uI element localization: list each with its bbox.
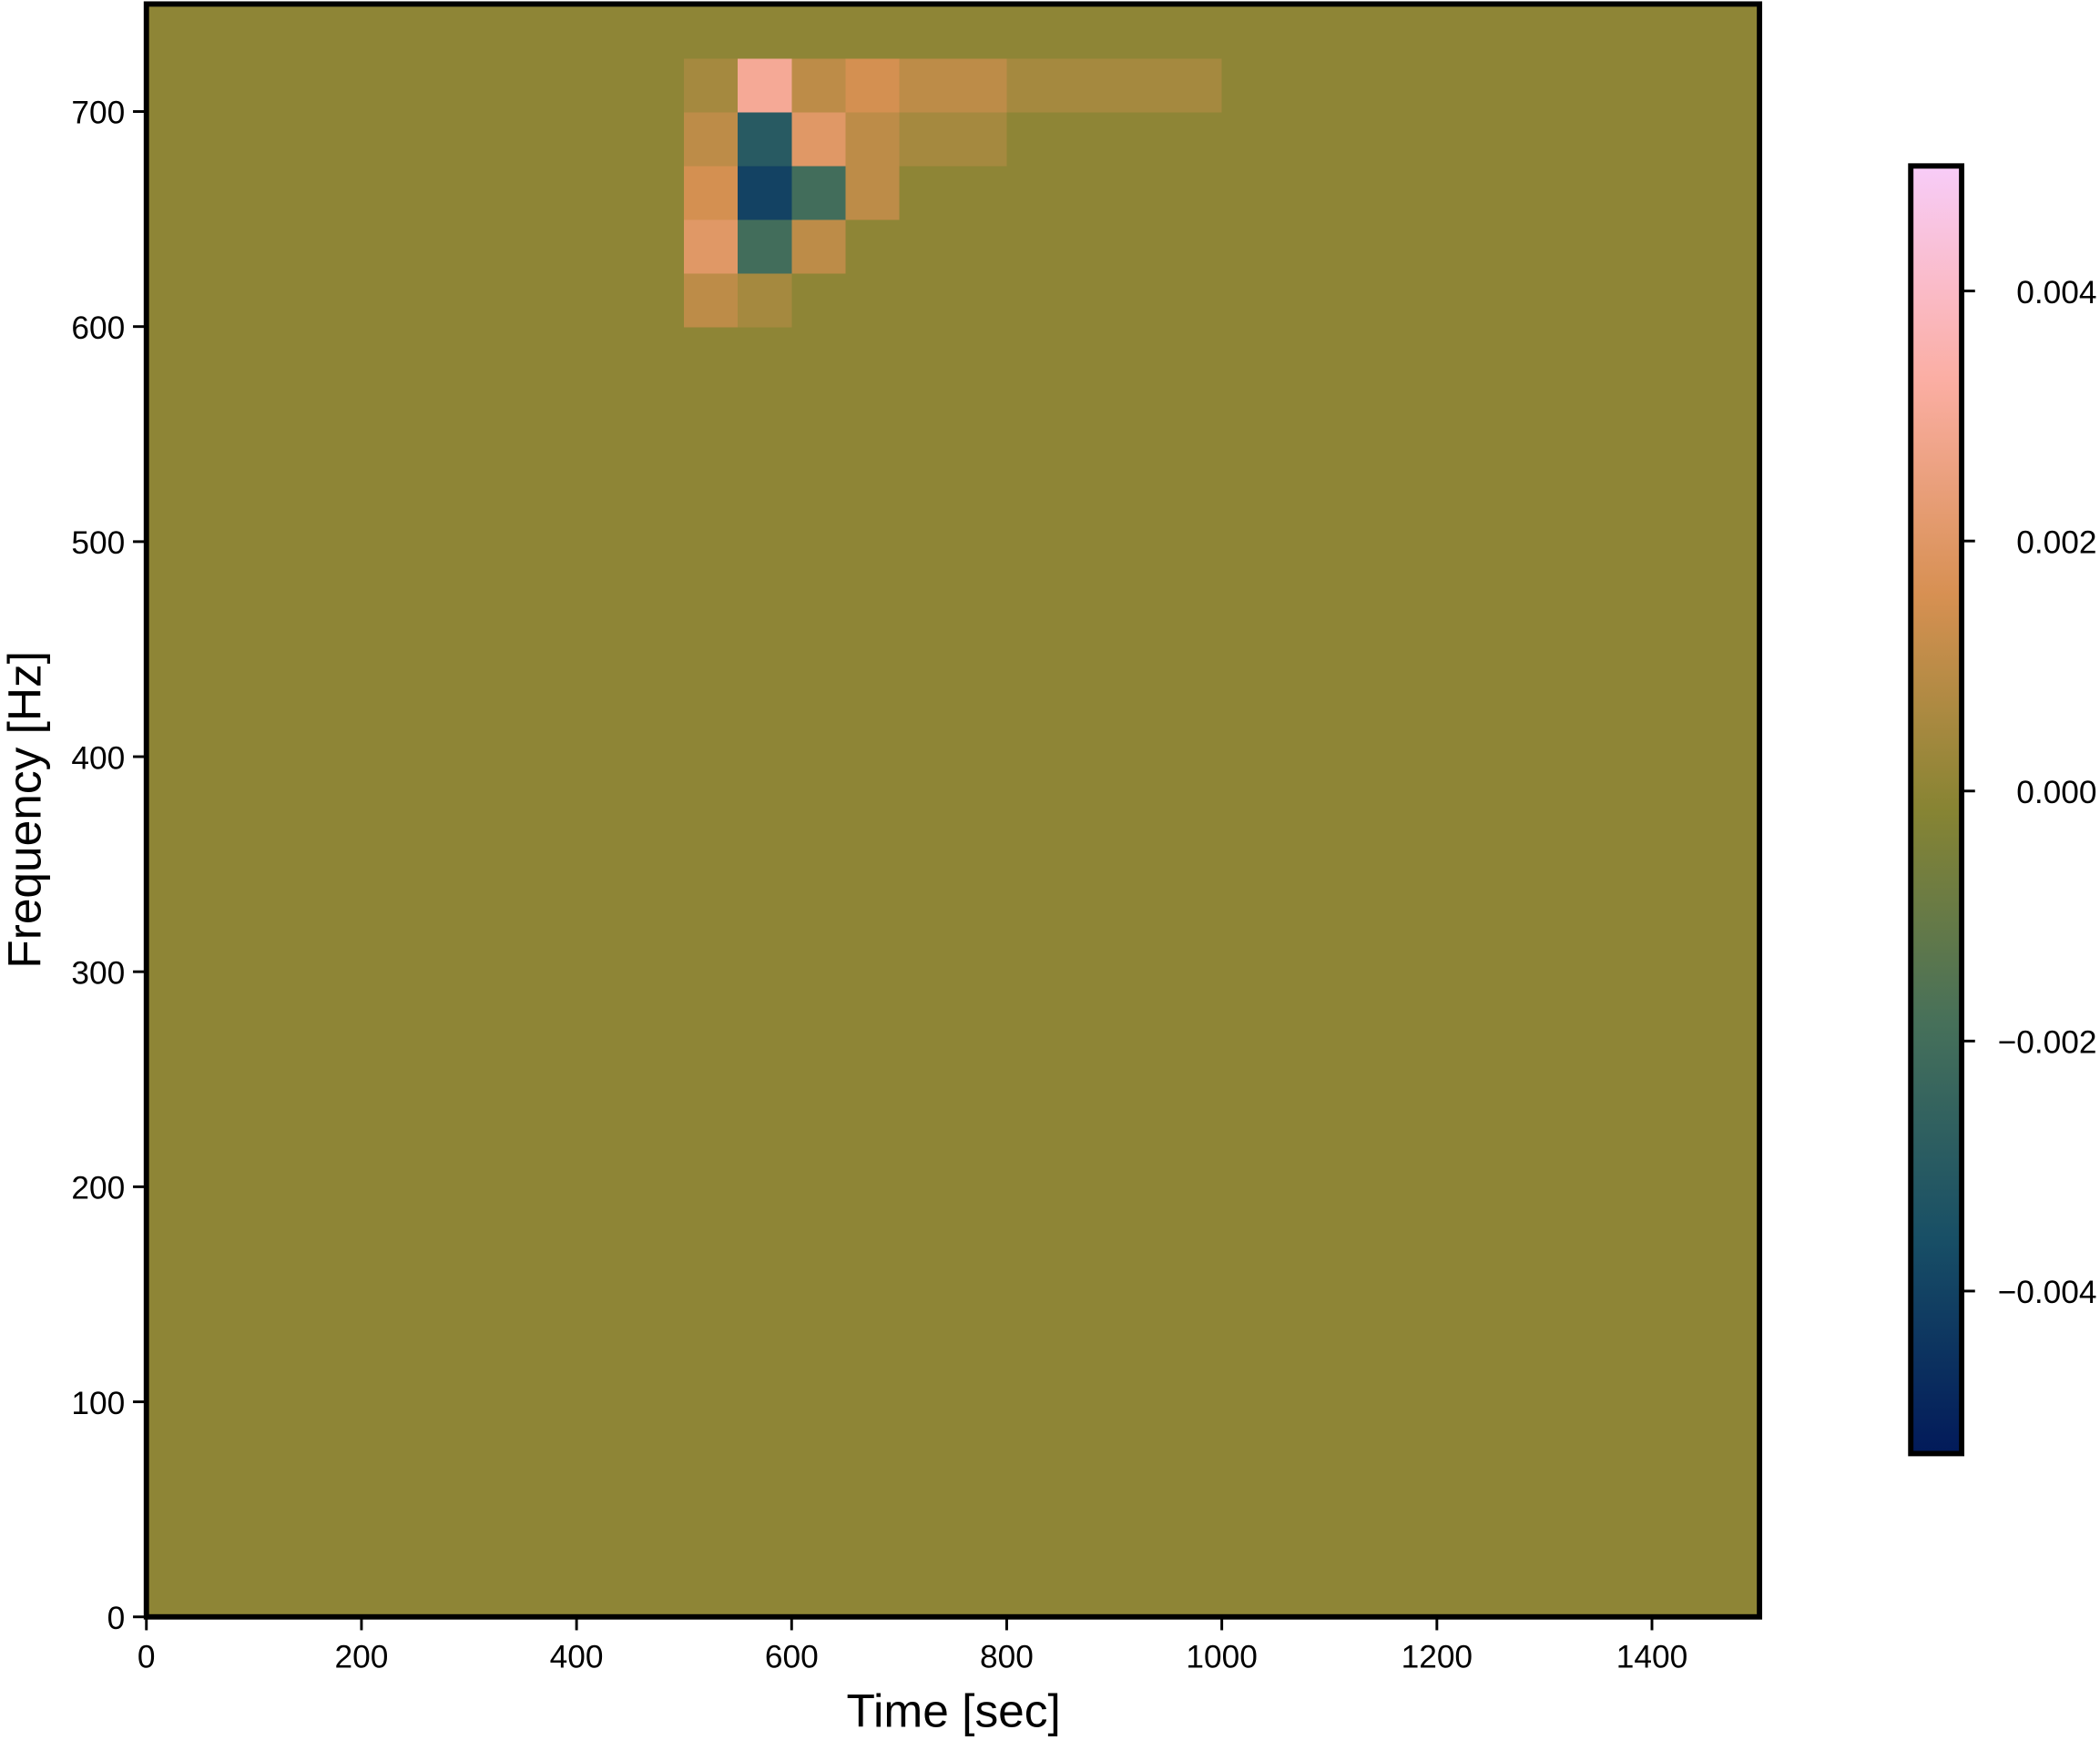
heatmap-cell: [1006, 57, 1223, 113]
colorbar-tick-label: 0.002: [2016, 524, 2096, 560]
heatmap-cell: [738, 4, 793, 59]
heatmap-cell: [899, 165, 1008, 220]
heatmap-cell: [1221, 165, 1760, 220]
heatmap-cell: [791, 165, 847, 220]
heatmap-cell: [684, 272, 739, 328]
heatmap-cell: [1006, 111, 1223, 167]
heatmap-cell: [791, 4, 847, 59]
colorbar-tick-label: −0.004: [1998, 1275, 2097, 1310]
heatmap-cell: [1006, 165, 1223, 220]
heatmap-cell: [146, 219, 686, 274]
y-tick-label: 0: [107, 1601, 126, 1636]
heatmap-cell: [1221, 111, 1760, 167]
heatmap-cell: [845, 57, 901, 113]
y-tick-label: 700: [71, 96, 125, 131]
heatmap-cell: [1006, 326, 1223, 1618]
heatmap-cell: [845, 4, 901, 59]
heatmap-cell: [146, 111, 686, 167]
colorbar-tick-label: 0.000: [2016, 775, 2096, 810]
heatmap-cell: [899, 111, 1008, 167]
heatmap-cell: [1006, 4, 1223, 59]
heatmap-cell: [791, 326, 847, 1618]
heatmap-cell: [845, 326, 901, 1618]
x-tick-label: 800: [980, 1640, 1034, 1675]
x-tick-label: 400: [550, 1640, 604, 1675]
heatmap-cell: [845, 219, 901, 274]
heatmap-cell: [684, 4, 739, 59]
heatmap-cell: [899, 272, 1008, 328]
colorbar-tick-label: −0.002: [1998, 1025, 2097, 1061]
heatmap-cell: [899, 4, 1008, 59]
heatmap-cell: [1006, 219, 1223, 274]
colorbar-tick-label: 0.004: [2016, 275, 2096, 310]
y-tick-label: 500: [71, 525, 125, 561]
heatmap-cell: [791, 219, 847, 274]
x-tick-label: 1000: [1186, 1640, 1257, 1675]
heatmap-cell: [845, 111, 901, 167]
heatmap-cell: [738, 272, 793, 328]
heatmap-cell: [146, 165, 686, 220]
heatmap-cell: [684, 219, 739, 274]
heatmap-cell: [684, 326, 739, 1618]
heatmap-cell: [146, 4, 686, 59]
heatmap-cell: [146, 272, 686, 328]
y-tick-label: 200: [71, 1171, 125, 1206]
heatmap-cell: [791, 272, 847, 328]
plot-frame: [143, 1, 1763, 1620]
heatmap-cell: [791, 57, 847, 113]
heatmap-cell: [899, 57, 1008, 113]
y-tick-label: 100: [71, 1386, 125, 1421]
heatmap-cell: [684, 111, 739, 167]
y-tick-label: 600: [71, 310, 125, 346]
heatmap-cell: [1006, 272, 1223, 328]
heatmap-cell: [1221, 4, 1760, 59]
x-tick-label: 1200: [1402, 1640, 1473, 1675]
heatmap-cell: [738, 326, 793, 1618]
heatmap: [146, 4, 1760, 1618]
heatmap-cell: [684, 57, 739, 113]
heatmap-cell: [146, 326, 686, 1618]
x-tick-label: 0: [138, 1640, 156, 1675]
x-axis-label: Time [sec]: [847, 1684, 1061, 1736]
heatmap-cell: [738, 111, 793, 167]
heatmap-cell: [146, 57, 686, 113]
heatmap-cell: [899, 219, 1008, 274]
y-axis-label: Frequency [Hz]: [0, 651, 51, 969]
heatmap-cell: [738, 219, 793, 274]
heatmap-cell: [845, 272, 901, 328]
heatmap-cell: [845, 165, 901, 220]
x-tick-label: 200: [335, 1640, 389, 1675]
x-tick-label: 1400: [1616, 1640, 1687, 1675]
heatmap-cell: [1221, 57, 1760, 113]
heatmap-cell: [1221, 272, 1760, 328]
heatmap-cell: [1221, 326, 1760, 1618]
y-tick-label: 300: [71, 955, 125, 991]
y-tick-label: 400: [71, 740, 125, 776]
heatmap-cell: [791, 111, 847, 167]
heatmap-cell: [684, 165, 739, 220]
x-tick-label: 600: [765, 1640, 819, 1675]
heatmap-cell: [738, 57, 793, 113]
colorbar: [1908, 163, 1965, 1457]
heatmap-cell: [899, 326, 1008, 1618]
heatmap-cell: [1221, 219, 1760, 274]
heatmap-cell: [738, 165, 793, 220]
